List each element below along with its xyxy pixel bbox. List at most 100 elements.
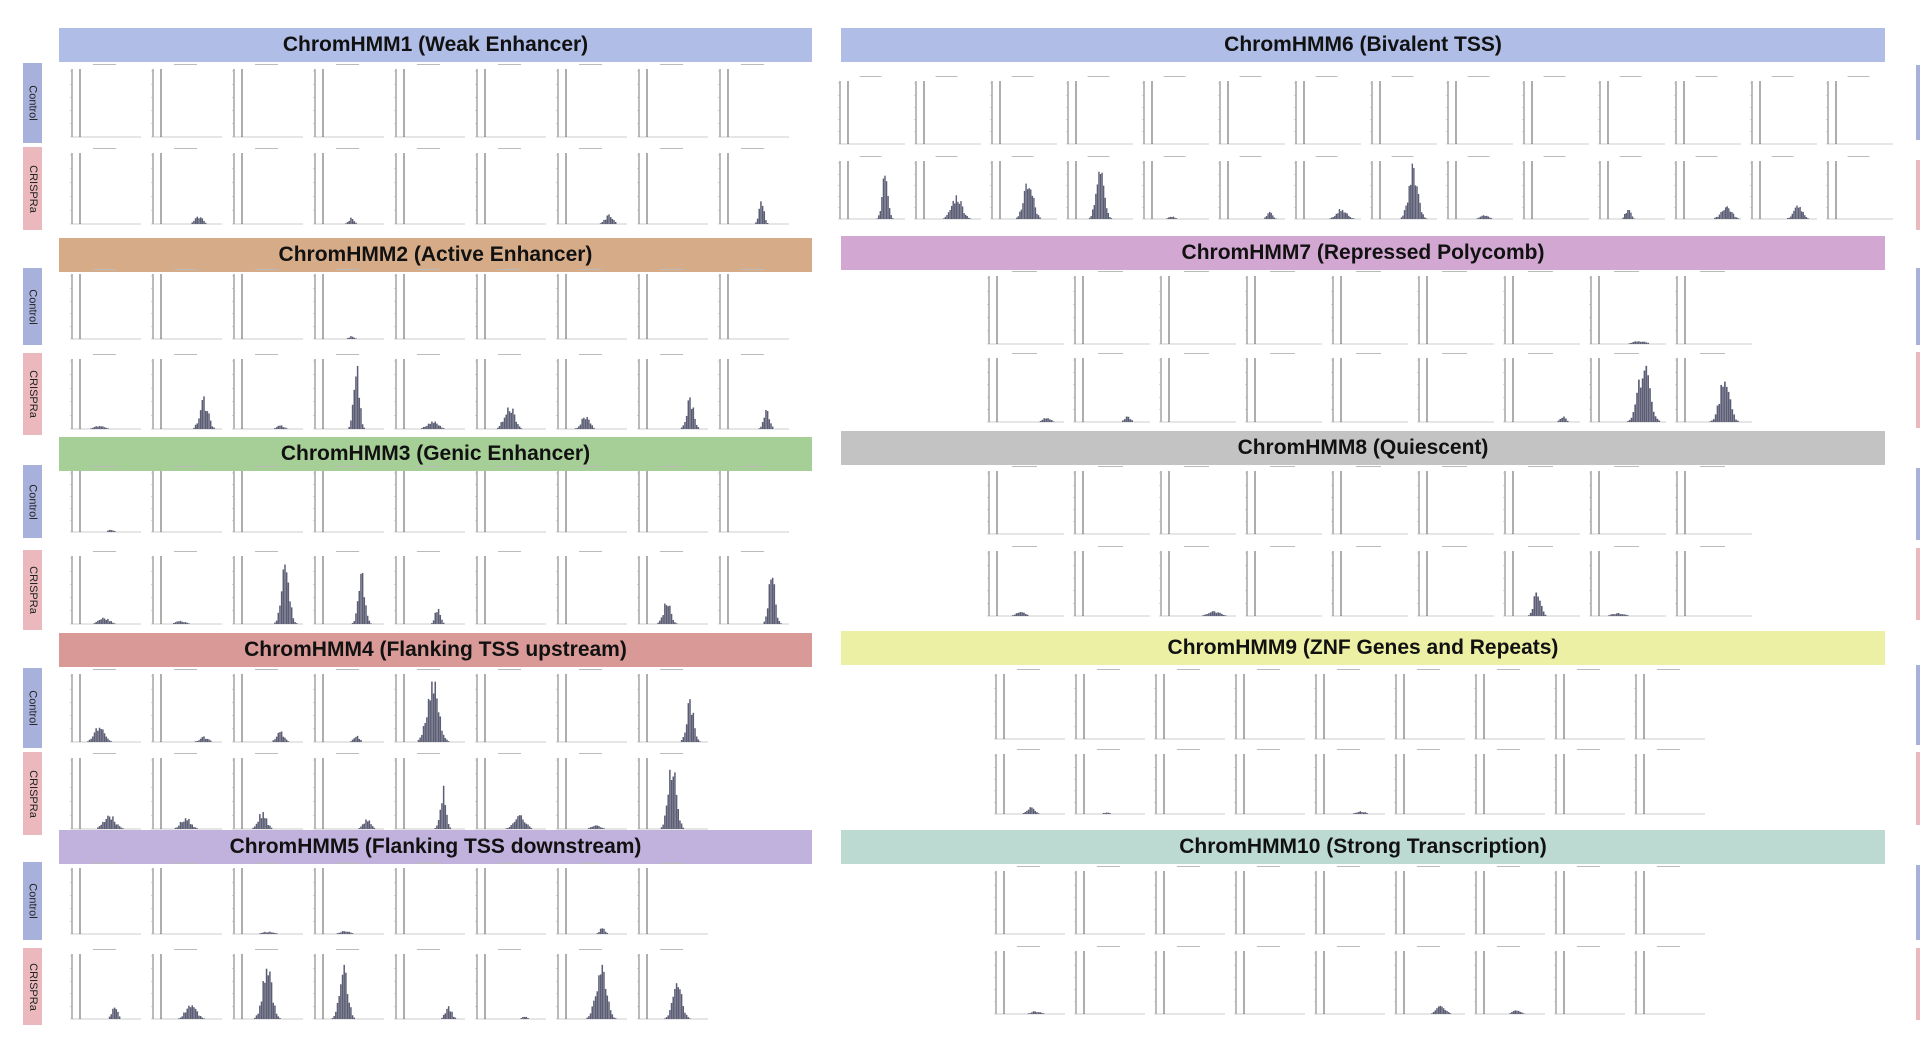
- histogram-bar: [269, 971, 271, 1019]
- histogram-bar: [588, 827, 590, 829]
- histogram-bar: [1658, 420, 1661, 422]
- histogram-bar: [287, 741, 290, 742]
- histogram-bar: [446, 1008, 448, 1019]
- histogram-bar: [1024, 812, 1026, 814]
- histogram-bar: [1027, 809, 1030, 814]
- histogram-bar: [254, 826, 256, 829]
- histogram-bar: [505, 414, 507, 429]
- histogram-bar: [350, 420, 352, 429]
- histogram-bar: [675, 983, 678, 1019]
- histogram-bar: [198, 1015, 200, 1019]
- histogram-bar: [680, 823, 683, 829]
- histogram-bar: [1446, 1010, 1448, 1014]
- histogram-bar: [178, 825, 180, 829]
- histogram-bar: [350, 1007, 352, 1019]
- histogram-bar: [1714, 414, 1717, 422]
- histogram-bar: [1716, 405, 1719, 422]
- histogram-bar: [1793, 210, 1795, 219]
- crispra-histogram-panel: [1589, 353, 1666, 423]
- histogram-bar: [1641, 378, 1644, 422]
- control-histogram-panel: [1503, 466, 1580, 535]
- histogram-bar: [208, 739, 210, 742]
- histogram-bar: [1019, 612, 1022, 616]
- histogram-bar: [675, 623, 678, 624]
- histogram-bar: [520, 815, 523, 829]
- control-histogram-panel: [232, 269, 303, 340]
- histogram-bar: [340, 932, 342, 934]
- histogram-bar: [1270, 212, 1272, 219]
- histogram-bar: [361, 424, 364, 429]
- histogram-bar: [614, 222, 617, 224]
- crispra-histogram-panel: [1474, 946, 1545, 1015]
- histogram-bar: [275, 620, 278, 624]
- histogram-bar: [1093, 205, 1095, 219]
- histogram-bar: [1638, 379, 1640, 422]
- histogram-bar: [1656, 418, 1659, 422]
- histogram-bar: [1647, 375, 1649, 422]
- histogram-bar: [1272, 215, 1274, 219]
- histogram-bar: [780, 623, 782, 624]
- histogram-bar: [437, 425, 440, 429]
- histogram-bar: [1631, 216, 1634, 219]
- control-histogram-panel: [718, 269, 789, 340]
- histogram-bar: [606, 995, 609, 1019]
- histogram-bar: [110, 1014, 113, 1019]
- histogram-bar: [692, 712, 695, 742]
- histogram-bar: [199, 738, 202, 742]
- histogram-bar: [181, 1016, 183, 1019]
- histogram-bar: [690, 714, 693, 742]
- crispra-histogram-panel: [718, 354, 789, 430]
- histogram-bar: [194, 218, 197, 224]
- histogram-bar: [105, 427, 107, 429]
- histogram-bar: [1268, 211, 1271, 219]
- histogram-bar: [179, 620, 182, 624]
- histogram-bar: [1729, 211, 1732, 219]
- histogram-bar: [603, 828, 605, 829]
- control-histogram-panel: [1750, 76, 1817, 145]
- histogram-bar: [348, 337, 350, 339]
- histogram-bar: [660, 617, 663, 624]
- histogram-bar: [1417, 193, 1420, 219]
- histogram-bar: [1557, 420, 1560, 422]
- control-histogram-panel: [394, 64, 465, 138]
- histogram-bar: [1612, 614, 1614, 616]
- control-row-label: Control: [23, 668, 42, 748]
- histogram-bar: [279, 425, 281, 429]
- histogram-bar: [669, 1010, 671, 1019]
- histogram-bar: [1125, 416, 1128, 422]
- histogram-bar: [1432, 1012, 1435, 1014]
- histogram-bar: [358, 397, 361, 429]
- histogram-bar: [1608, 615, 1611, 616]
- histogram-bar: [257, 1013, 259, 1019]
- histogram-bar: [274, 622, 276, 624]
- histogram-bar: [191, 824, 194, 829]
- histogram-bar: [768, 584, 771, 624]
- histogram-bar: [690, 408, 693, 429]
- crispra-histogram-panel: [1446, 156, 1513, 220]
- crispra-histogram-panel: [70, 354, 141, 430]
- control-histogram-panel: [1066, 76, 1133, 145]
- histogram-bar: [601, 222, 604, 224]
- histogram-bar: [1717, 216, 1719, 219]
- control-histogram-panel: [1142, 76, 1209, 145]
- histogram-bar: [209, 740, 212, 742]
- histogram-bar: [282, 569, 285, 624]
- histogram-bar: [201, 400, 204, 429]
- histogram-bar: [1727, 391, 1730, 422]
- histogram-bar: [1023, 190, 1026, 219]
- histogram-bar: [604, 931, 607, 934]
- histogram-bar: [1337, 213, 1339, 219]
- histogram-bar: [260, 1001, 263, 1019]
- histogram-bar: [1017, 216, 1019, 219]
- histogram-bar: [422, 427, 425, 429]
- crispra-histogram-panel: [990, 156, 1057, 220]
- histogram-bar: [1022, 812, 1025, 814]
- histogram-bar: [659, 620, 661, 624]
- histogram-bar: [1712, 419, 1715, 422]
- crispra-histogram-panel: [556, 753, 627, 830]
- crispra-histogram-panel: [1234, 946, 1305, 1015]
- control-histogram-panel: [718, 64, 789, 138]
- histogram-bar: [105, 818, 107, 829]
- histogram-bar: [1617, 612, 1620, 616]
- histogram-bar: [118, 826, 121, 829]
